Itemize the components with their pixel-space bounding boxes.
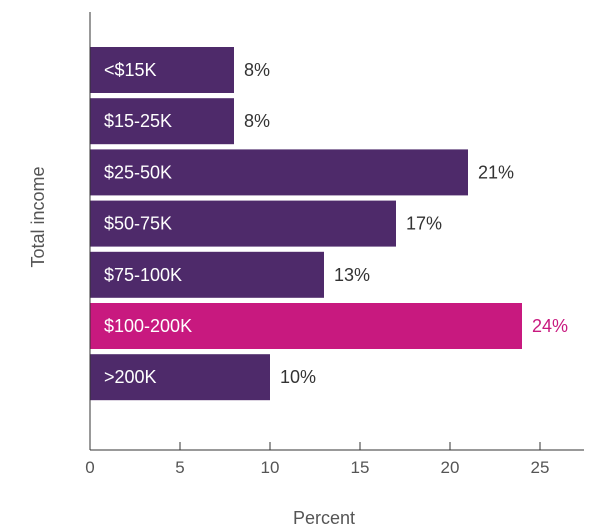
x-tick-label: 25: [531, 458, 550, 477]
bar-1: [90, 98, 234, 145]
bar-category-label: $50-75K: [104, 214, 172, 234]
bar-category-label: <$15K: [104, 60, 157, 80]
bar-5: [90, 303, 522, 349]
x-tick-label: 20: [441, 458, 460, 477]
bar-3: [90, 200, 396, 247]
bar-value-label: 8%: [244, 111, 270, 131]
y-axis-title: Total income: [28, 166, 48, 267]
bar-value-label: 21%: [478, 162, 514, 182]
x-tick-label: 0: [85, 458, 94, 477]
bar-category-label: $100-200K: [104, 316, 192, 336]
bar-category-label: $15-25K: [104, 111, 172, 131]
bar-2: [90, 149, 468, 196]
bar-category-label: >200K: [104, 367, 157, 387]
bar-0: [90, 47, 234, 93]
x-tick-label: 10: [261, 458, 280, 477]
bar-value-label: 17%: [406, 214, 442, 234]
x-axis-title: Percent: [293, 508, 355, 528]
labels-layer: <$15K 8% $15-25K 8% $25-50K 21% $50-75K 17% $75-…: [104, 60, 568, 387]
bar-6: [90, 354, 270, 401]
bars-layer: [90, 47, 522, 401]
x-tick-label: 5: [175, 458, 184, 477]
bar-category-label: $75-100K: [104, 265, 182, 285]
bar-value-label: 13%: [334, 265, 370, 285]
bar-value-label: 24%: [532, 316, 568, 336]
bar-category-label: $25-50K: [104, 162, 172, 182]
bar-value-label: 8%: [244, 60, 270, 80]
bar-value-label: 10%: [280, 367, 316, 387]
bar-4: [90, 251, 324, 298]
axis-layer: 0 5 10 15 20 25: [85, 12, 584, 477]
x-tick-label: 15: [351, 458, 370, 477]
